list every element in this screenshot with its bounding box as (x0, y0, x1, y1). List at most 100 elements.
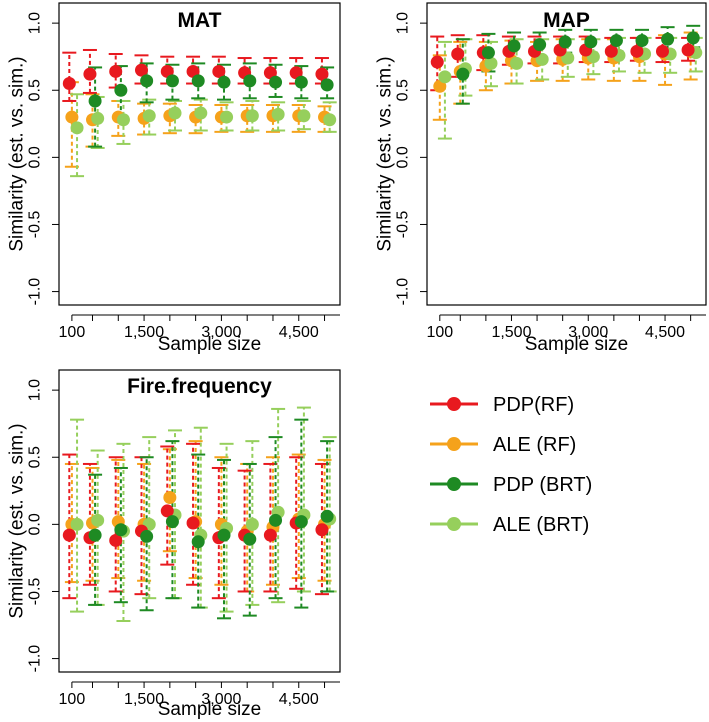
panel-mat: MAT -1.0 -0.5 0.0 0.5 1.0 100 1,500 3,000 4,500 Sa… (7, 2, 341, 355)
point-pdp-brt (320, 509, 334, 523)
point-pdp-brt (294, 75, 308, 89)
y-tick-label: -1.0 (27, 278, 44, 306)
point-ale-rf (163, 491, 177, 505)
legend-entry-pdp-brt: PDP (BRT) (430, 474, 592, 496)
y-tick-label: 1.0 (27, 12, 44, 34)
x-tick-label: 100 (59, 691, 86, 708)
panel-map: MAP -1.0 -0.5 0.0 0.5 1.0 100 1,500 3,000 4,500 Sa… (375, 2, 707, 355)
point-pdp-brt (114, 523, 128, 537)
point-ale-rf (65, 110, 79, 124)
point-pdp-brt (217, 528, 231, 542)
point-pdp-brt (140, 529, 154, 543)
y-tick-label: 1.0 (27, 379, 44, 401)
point-ale-brt (510, 56, 524, 70)
panel-fire-frequency: Fire.frequency -1.0 -0.5 0.0 0.5 1.0 100 1,500 3… (7, 369, 341, 720)
point-ale-brt (245, 517, 259, 531)
point-ale-brt (323, 113, 337, 127)
point-pdp-rf (212, 64, 226, 78)
y-tick-label: 0.0 (395, 146, 412, 168)
point-ale-brt (245, 109, 259, 123)
point-pdp-rf (62, 528, 76, 542)
panel-title: MAP (543, 9, 590, 32)
point-pdp-rf (263, 528, 277, 542)
point-ale-brt (91, 111, 105, 125)
plot-frame (58, 369, 341, 673)
point-pdp-brt (558, 35, 572, 49)
panel-title: Fire.frequency (127, 375, 272, 398)
x-tick-label: 3,000 (201, 324, 241, 341)
point-pdp-rf (630, 44, 644, 58)
point-pdp-rf (315, 523, 329, 537)
point-pdp-brt (456, 67, 470, 81)
point-pdp-brt (217, 75, 231, 89)
legend-label-pdp-rf: PDP(RF) (493, 394, 574, 416)
point-pdp-rf (604, 44, 618, 58)
panel-title: MAT (178, 9, 222, 32)
y-tick-label: 0.5 (27, 446, 44, 468)
point-ale-brt (91, 513, 105, 527)
point-pdp-brt (320, 78, 334, 92)
y-tick-label: 1.0 (395, 12, 412, 34)
point-pdp-brt (269, 513, 283, 527)
legend-marker-ale-brt (447, 517, 461, 531)
plot-area (430, 24, 703, 140)
point-ale-brt (561, 51, 575, 65)
plot-area (62, 406, 337, 622)
point-pdp-rf (109, 533, 123, 547)
legend-marker-pdp-rf (447, 397, 461, 411)
point-pdp-brt (165, 74, 179, 88)
point-ale-brt (438, 70, 452, 84)
legend-label-ale-rf: ALE (RF) (493, 434, 576, 456)
y-tick-label: -0.5 (27, 211, 44, 239)
x-tick-label: 1,500 (124, 691, 164, 708)
y-tick-label: -0.5 (395, 211, 412, 239)
point-pdp-brt (507, 39, 521, 53)
point-ale-brt (220, 110, 234, 124)
legend-entry-ale-brt: ALE (BRT) (430, 514, 589, 536)
point-ale-brt (70, 517, 84, 531)
y-tick-label: 0.5 (395, 79, 412, 101)
point-pdp-brt (533, 38, 547, 52)
point-pdp-rf (430, 55, 444, 69)
x-tick-label: 100 (426, 324, 453, 341)
x-axis-label: Sample size (525, 334, 629, 355)
point-pdp-rf (62, 77, 76, 91)
point-ale-brt (116, 113, 130, 127)
point-pdp-brt (88, 528, 102, 542)
y-tick-label: -1.0 (27, 645, 44, 673)
x-tick-label: 100 (59, 324, 86, 341)
point-pdp-brt (140, 74, 154, 88)
legend-entry-pdp-rf: PDP(RF) (430, 394, 574, 416)
point-pdp-brt (294, 515, 308, 529)
legend-label-pdp-brt: PDP (BRT) (493, 474, 592, 496)
x-tick-label: 4,500 (279, 691, 319, 708)
point-ale-brt (168, 106, 182, 120)
point-ale-brt (297, 109, 311, 123)
y-tick-label: 0.0 (27, 146, 44, 168)
x-axis-label: Sample size (158, 699, 262, 720)
point-pdp-brt (661, 32, 675, 46)
point-pdp-brt (114, 83, 128, 97)
point-pdp-rf (160, 504, 174, 518)
y-axis-label: Similarity (est. vs. sim.) (375, 56, 396, 251)
y-axis-label: Similarity (est. vs. sim.) (7, 56, 28, 251)
y-tick-label: 0.0 (27, 513, 44, 535)
point-pdp-rf (83, 67, 97, 81)
x-tick-label: 4,500 (279, 324, 319, 341)
point-ale-brt (484, 56, 498, 70)
x-tick-label: 1,500 (124, 324, 164, 341)
legend-marker-pdp-brt (447, 477, 461, 491)
point-pdp-brt (269, 75, 283, 89)
plot-frame (58, 2, 341, 306)
point-pdp-brt (635, 34, 649, 48)
point-ale-brt (271, 107, 285, 121)
point-pdp-rf (186, 516, 200, 530)
x-tick-label: 3,000 (568, 324, 608, 341)
plot-frame (426, 2, 707, 306)
legend-marker-ale-rf (447, 437, 461, 451)
y-tick-label: 0.5 (27, 79, 44, 101)
point-pdp-brt (243, 532, 257, 546)
point-pdp-brt (191, 535, 205, 549)
point-pdp-brt (88, 94, 102, 108)
